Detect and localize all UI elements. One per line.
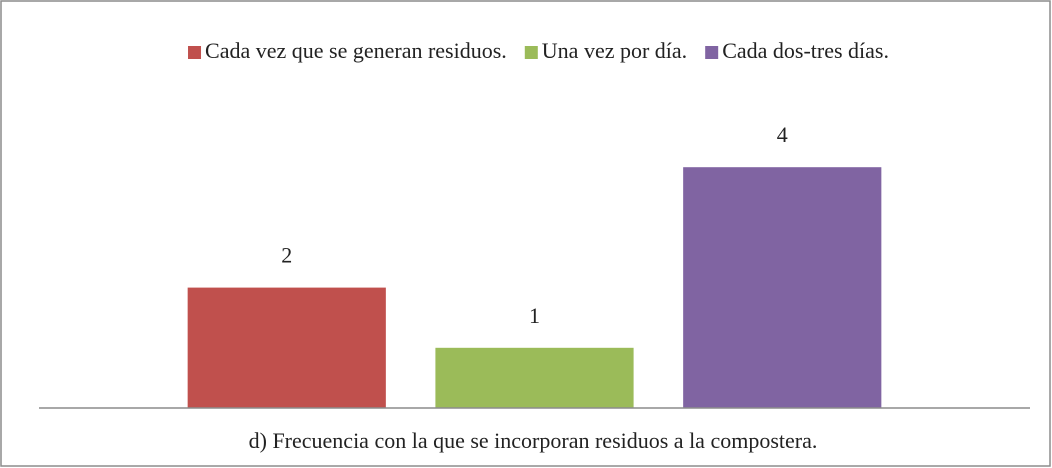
legend-swatch <box>705 46 719 59</box>
data-label: 1 <box>529 303 540 328</box>
data-label: 4 <box>777 122 788 147</box>
bar <box>187 287 386 408</box>
data-label: 2 <box>281 243 292 268</box>
legend-swatch <box>188 46 202 59</box>
legend-label: Una vez por día. <box>542 38 687 63</box>
bar <box>683 167 882 408</box>
legend-swatch <box>524 46 538 59</box>
bar <box>435 347 634 408</box>
legend-label: Cada dos-tres días. <box>722 38 889 63</box>
legend-label: Cada vez que se generan residuos. <box>205 38 507 63</box>
x-axis-title: d) Frecuencia con la que se incorporan r… <box>249 428 818 453</box>
